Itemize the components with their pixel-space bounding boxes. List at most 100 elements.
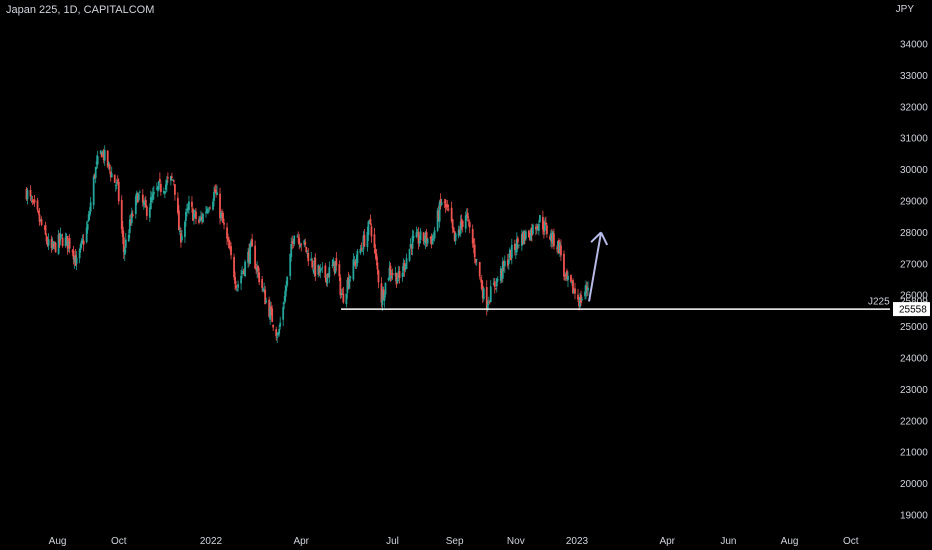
candle-body — [307, 253, 310, 262]
candle-body — [314, 257, 317, 276]
candles-layer — [25, 145, 589, 343]
candle-body — [467, 219, 470, 221]
candle-body — [551, 235, 553, 243]
candle-body — [380, 283, 383, 303]
candle-body — [193, 213, 195, 219]
candle-body — [277, 333, 280, 335]
candle-body — [73, 256, 76, 263]
candle-body — [172, 180, 175, 182]
candle-body — [299, 245, 302, 248]
candle-body — [181, 235, 183, 241]
candle-body — [107, 162, 110, 164]
candle-body — [377, 270, 380, 283]
candle-body — [411, 236, 414, 249]
candle-body — [431, 238, 434, 245]
candle-body — [95, 161, 98, 165]
candle-body — [258, 272, 261, 283]
candle-body — [543, 227, 545, 232]
candle-body — [38, 214, 41, 222]
candle-body — [556, 247, 558, 249]
candle-body — [171, 179, 174, 181]
candle-body — [321, 267, 324, 269]
candle-body — [51, 242, 54, 249]
candle-body — [347, 277, 350, 287]
candle-body — [474, 259, 477, 263]
arrow-annotation[interactable] — [588, 232, 603, 302]
candle-body — [523, 232, 526, 240]
candle-body — [459, 221, 462, 234]
candle-body — [99, 150, 102, 154]
candle-body — [59, 233, 62, 240]
candle-body — [412, 235, 415, 239]
candle-body — [360, 248, 363, 250]
y-tick-label: 33000 — [900, 71, 928, 82]
candle-body — [375, 253, 378, 261]
candle-body — [342, 293, 345, 303]
y-tick-label: 29000 — [900, 197, 928, 208]
candle-body — [577, 294, 579, 300]
candle-body — [72, 250, 75, 260]
candle-body — [401, 272, 404, 277]
candle-body — [472, 244, 475, 247]
candle-body — [384, 282, 387, 295]
candle-body — [278, 329, 281, 334]
candle-body — [162, 190, 165, 194]
candle-body — [381, 291, 384, 306]
candle-body — [370, 226, 373, 237]
candle-body — [243, 268, 245, 275]
candle-body — [494, 288, 497, 290]
candle-body — [444, 199, 447, 208]
candle-body — [202, 214, 204, 223]
candle-body — [353, 262, 356, 263]
candle-body — [300, 244, 303, 246]
candle-body — [43, 227, 46, 229]
candle-body — [348, 278, 351, 289]
candle-body — [564, 274, 566, 277]
candle-body — [115, 181, 118, 184]
candle-body — [419, 231, 422, 240]
candle-body — [560, 245, 562, 256]
arrow-head — [590, 231, 602, 243]
candle-body — [425, 232, 428, 243]
candle-body — [530, 227, 533, 236]
candle-body — [282, 306, 285, 320]
candle-body — [142, 202, 145, 205]
candle-body — [289, 253, 292, 277]
candle-body — [180, 232, 182, 243]
candle-body — [109, 172, 112, 178]
candle-body — [261, 279, 264, 289]
candle-body — [58, 233, 61, 242]
candle-body — [148, 207, 151, 218]
candle-body — [44, 225, 47, 235]
candle-body — [318, 266, 321, 274]
candle-body — [113, 174, 116, 183]
candle-body — [156, 186, 159, 191]
candle-body — [452, 227, 455, 232]
candle-body — [79, 244, 82, 251]
candle-body — [368, 220, 371, 222]
candle-body — [536, 226, 539, 229]
candle-body — [143, 201, 146, 203]
candle-body — [92, 176, 95, 206]
candle-body — [165, 180, 168, 186]
candle-body — [96, 156, 99, 165]
candle-body — [220, 212, 222, 218]
y-tick-label: 22000 — [900, 416, 928, 427]
candle-body — [106, 150, 109, 167]
candle-body — [578, 301, 580, 307]
candle-body — [138, 191, 141, 193]
candle-body — [574, 288, 576, 294]
candle-body — [158, 178, 161, 181]
candle-body — [199, 217, 201, 221]
candle-body — [478, 261, 481, 277]
candle-body — [47, 239, 50, 246]
candle-body — [216, 192, 218, 196]
candle-body — [137, 193, 140, 201]
candle-body — [475, 259, 478, 261]
candle-body — [149, 197, 152, 210]
candle-body — [127, 234, 130, 242]
y-tick-label: 23000 — [900, 385, 928, 396]
candle-body — [201, 216, 203, 220]
candle-body — [268, 299, 271, 317]
